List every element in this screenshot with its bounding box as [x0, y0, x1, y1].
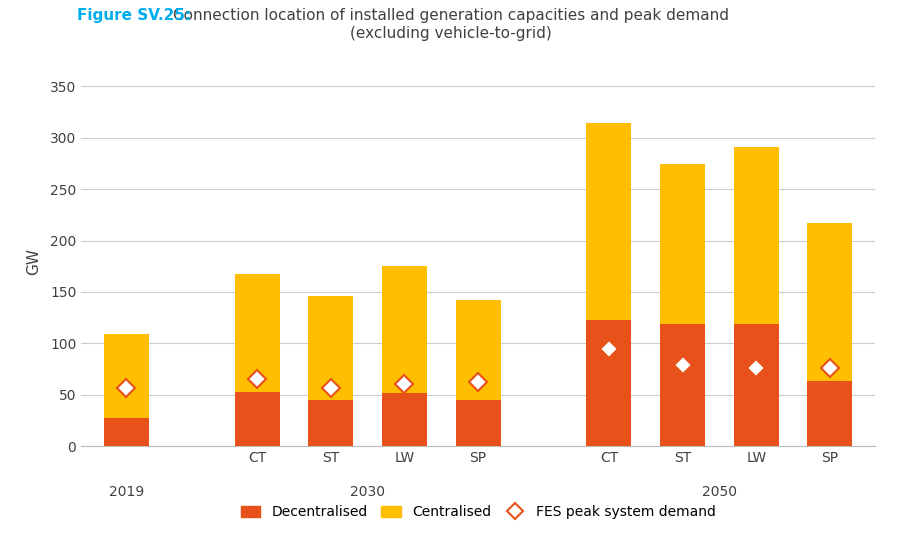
Bar — [586, 123, 631, 320]
Bar — [104, 334, 149, 418]
Text: Figure SV.25:: Figure SV.25: — [77, 8, 191, 23]
Text: 2050: 2050 — [702, 485, 737, 499]
Bar — [456, 300, 501, 400]
Y-axis label: GW: GW — [27, 248, 41, 275]
Bar — [660, 164, 705, 324]
Bar — [308, 400, 354, 446]
Text: 2019: 2019 — [108, 485, 143, 499]
Text: Connection location of installed generation capacities and peak demand
(excludin: Connection location of installed generat… — [173, 8, 729, 41]
Bar — [586, 320, 631, 446]
Bar — [235, 392, 280, 446]
Bar — [104, 418, 149, 446]
Bar — [235, 275, 280, 392]
Bar — [807, 381, 852, 446]
Bar — [308, 296, 354, 400]
Bar — [734, 147, 778, 324]
Text: 2030: 2030 — [350, 485, 385, 499]
Bar — [660, 324, 705, 446]
Legend: Decentralised, Centralised, FES peak system demand: Decentralised, Centralised, FES peak sys… — [236, 501, 720, 523]
Bar — [456, 400, 501, 446]
Bar — [382, 266, 427, 393]
Bar — [807, 223, 852, 381]
Bar — [734, 324, 778, 446]
Bar — [382, 393, 427, 446]
